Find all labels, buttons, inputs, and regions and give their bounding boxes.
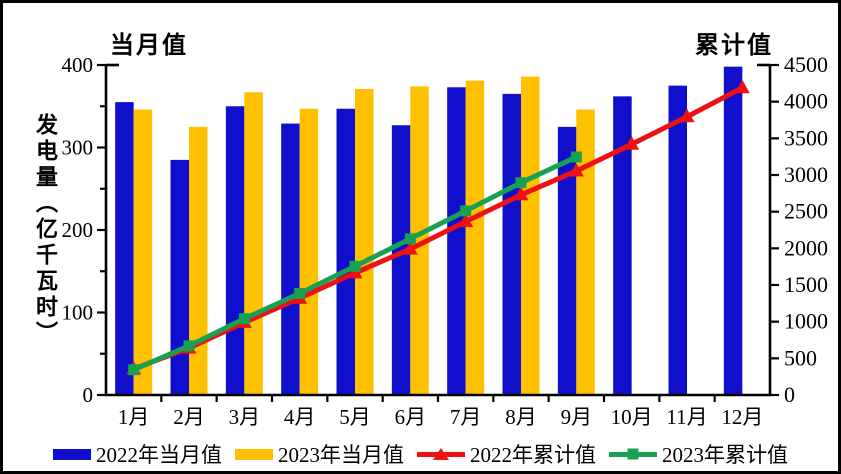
svg-text:5月: 5月 <box>339 405 371 429</box>
svg-text:1000: 1000 <box>784 309 828 334</box>
left-axis-title: 当月值 <box>110 33 188 59</box>
svg-text:3月: 3月 <box>229 405 261 429</box>
legend-item-2023-monthly: 2023年当月值 <box>235 439 404 469</box>
svg-text:200: 200 <box>62 218 94 242</box>
svg-text:300: 300 <box>62 136 94 160</box>
legend-item-2023-cumulative: 2023年累计值 <box>609 439 788 469</box>
svg-text:4000: 4000 <box>784 89 828 114</box>
svg-text:3000: 3000 <box>784 162 828 187</box>
svg-text:0: 0 <box>83 383 94 407</box>
legend-item-2022-cumulative: 2022年累计值 <box>417 439 596 469</box>
legend-label-2022-monthly: 2022年当月值 <box>96 443 222 467</box>
svg-text:1月: 1月 <box>118 405 150 429</box>
svg-text:2500: 2500 <box>784 199 828 224</box>
legend-swatch-2023-monthly-bar-icon <box>235 448 273 460</box>
legend-label-2022-cumulative: 2022年累计值 <box>470 443 596 467</box>
svg-text:11月: 11月 <box>666 405 707 429</box>
svg-text:7月: 7月 <box>450 405 482 429</box>
svg-text:0: 0 <box>784 382 795 407</box>
svg-text:400: 400 <box>62 53 94 77</box>
y-axis-label: 发电量（亿千瓦时） <box>33 113 58 347</box>
legend-swatch-2022-cumulative-line-icon <box>417 448 465 460</box>
legend-item-2022-monthly: 2022年当月值 <box>53 439 222 469</box>
svg-text:4月: 4月 <box>284 405 316 429</box>
chart-canvas: 0100200300400050010001500200025003000350… <box>62 52 829 429</box>
right-axis-title: 累计值 <box>695 33 773 59</box>
svg-text:500: 500 <box>784 345 817 370</box>
legend-swatch-2022-monthly-bar-icon <box>53 448 91 460</box>
legend-label-2023-monthly: 2023年当月值 <box>278 443 404 467</box>
svg-text:4500: 4500 <box>784 52 828 77</box>
legend-swatch-2023-cumulative-line-icon <box>609 448 657 460</box>
svg-text:9月: 9月 <box>561 405 593 429</box>
svg-text:10月: 10月 <box>611 405 653 429</box>
svg-text:1500: 1500 <box>784 272 828 297</box>
svg-text:2月: 2月 <box>173 405 205 429</box>
legend-label-2023-cumulative: 2023年累计值 <box>662 443 788 467</box>
svg-text:2000: 2000 <box>784 235 828 260</box>
svg-text:3500: 3500 <box>784 125 828 150</box>
svg-text:6月: 6月 <box>395 405 427 429</box>
svg-text:12月: 12月 <box>721 405 763 429</box>
chart-legend: 2022年当月值 2023年当月值 2022年累计值 2023年累计值 <box>3 441 838 467</box>
svg-text:100: 100 <box>62 301 94 325</box>
svg-text:8月: 8月 <box>505 405 537 429</box>
